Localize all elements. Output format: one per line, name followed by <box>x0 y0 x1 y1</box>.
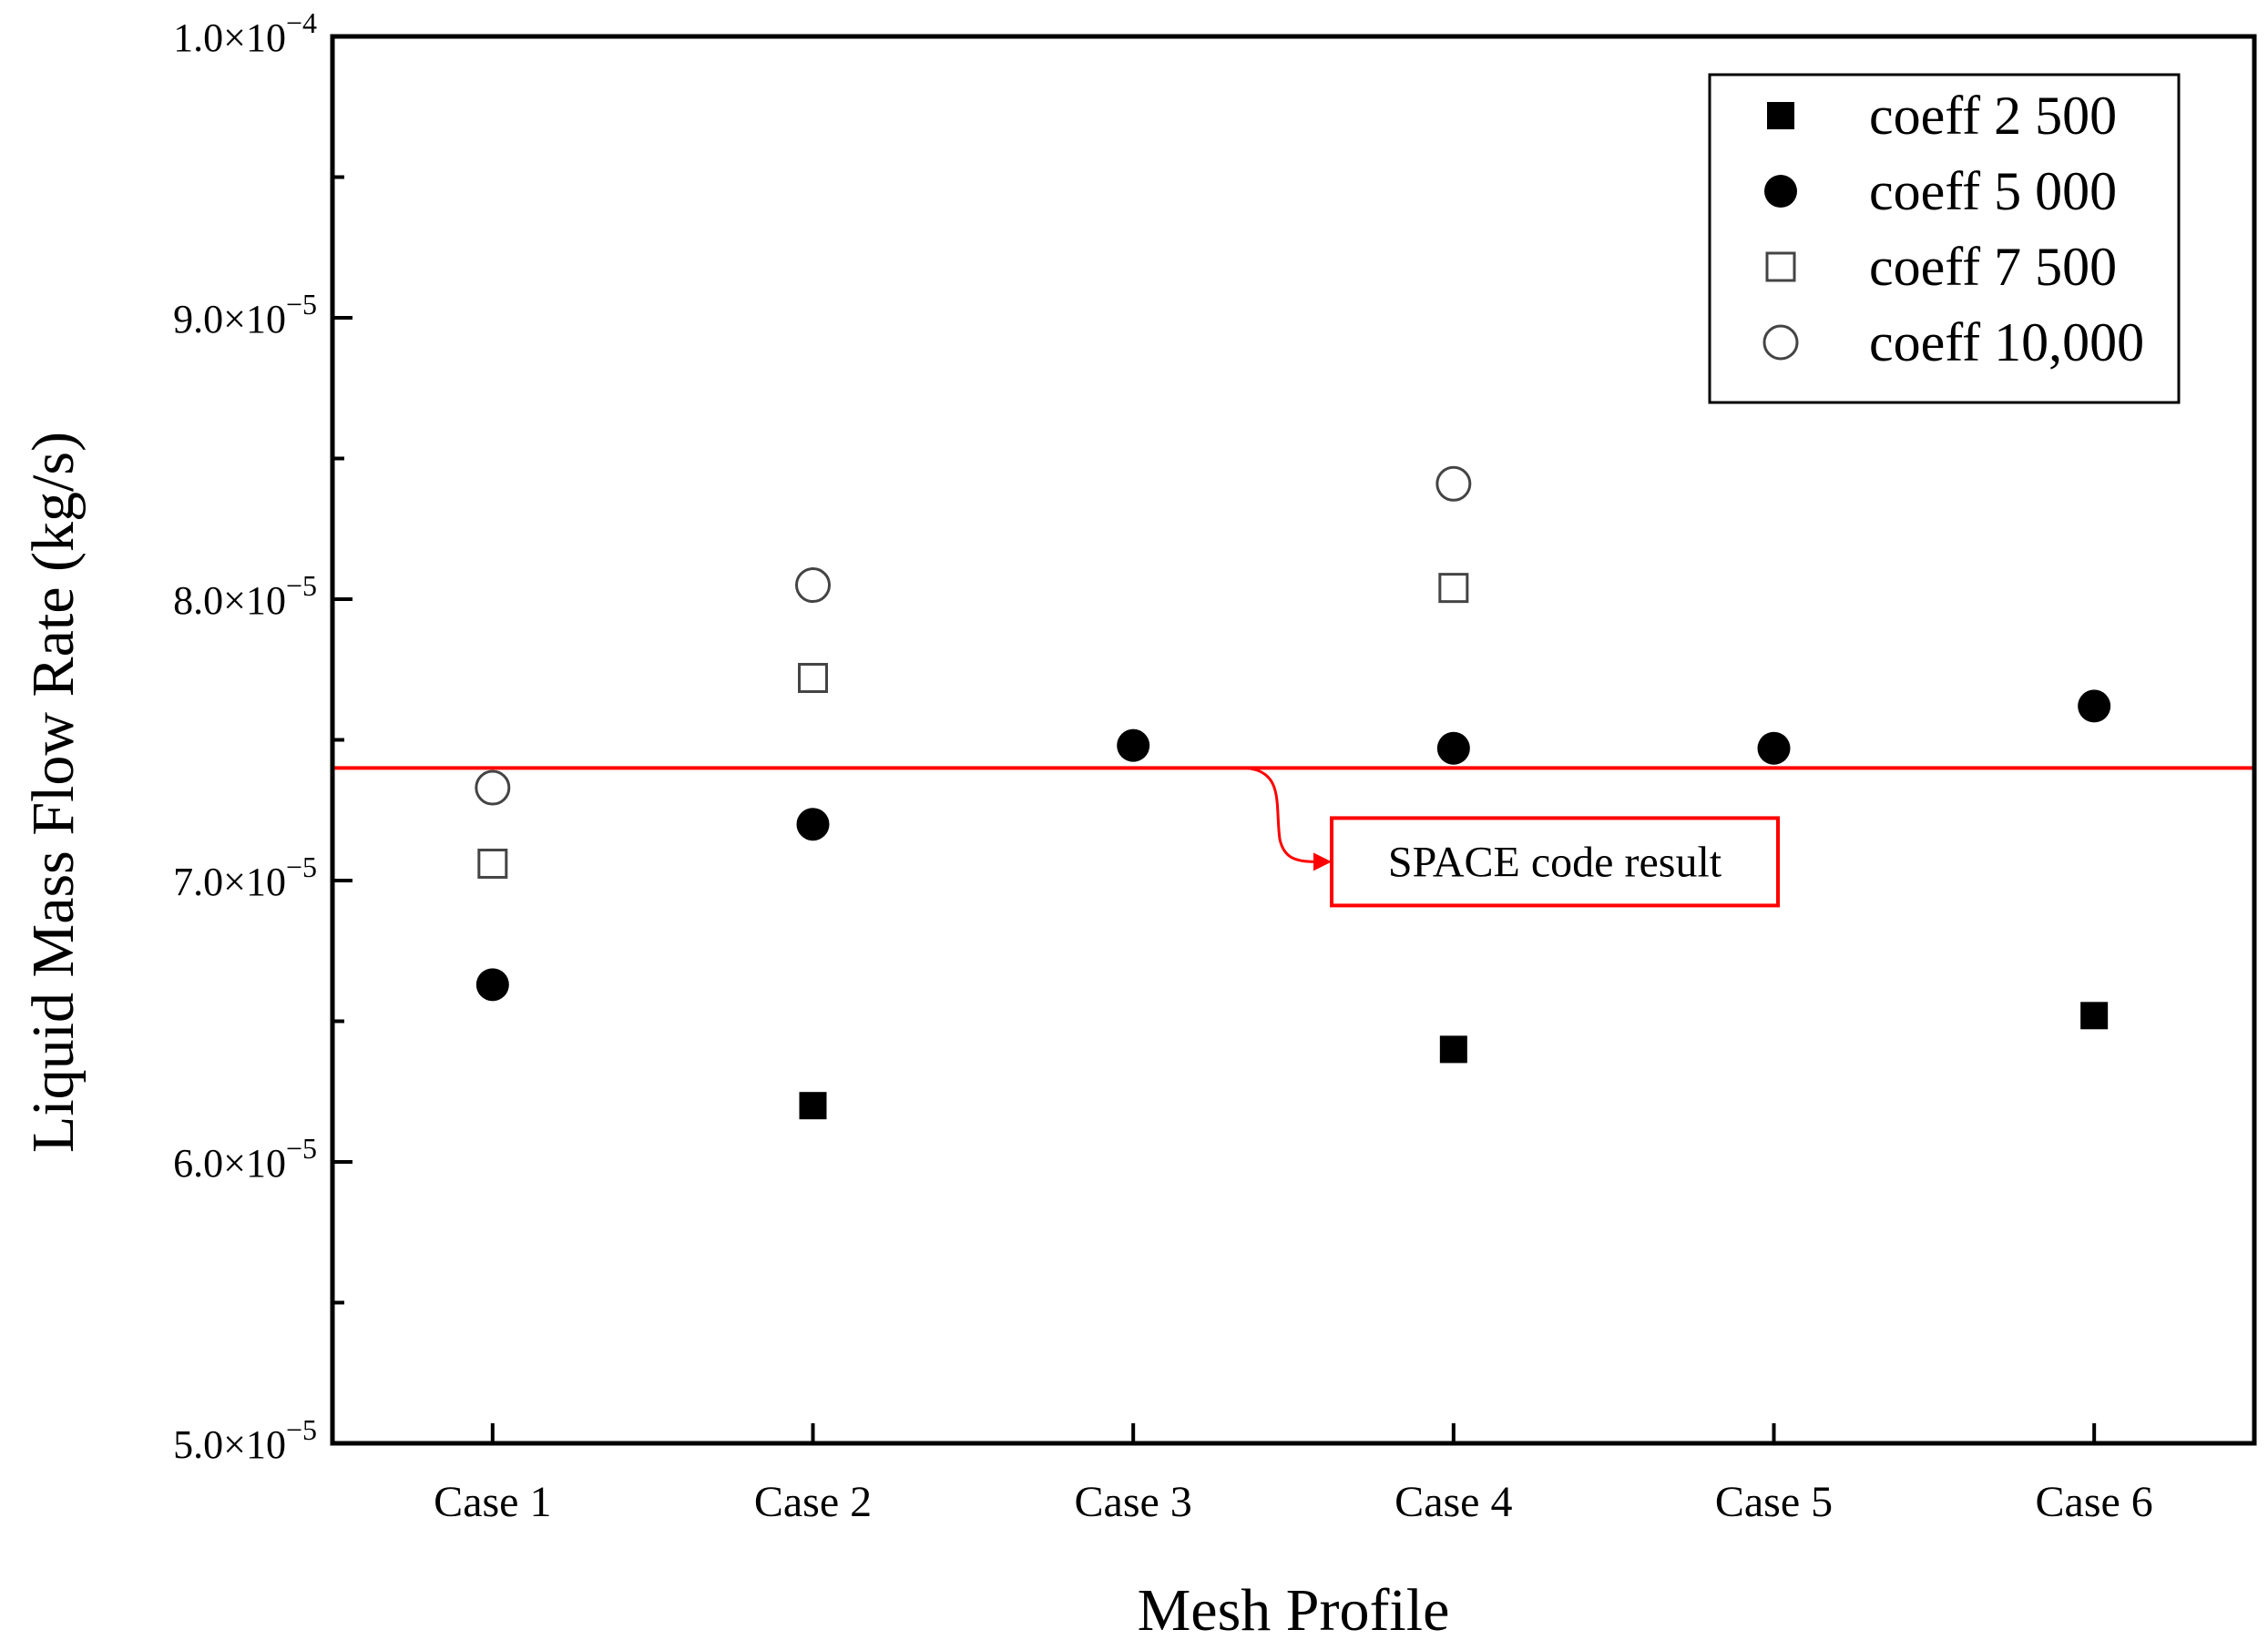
y-tick-label: 6.0×10−5 <box>173 1132 317 1186</box>
x-tick-label: Case 4 <box>1395 1478 1512 1526</box>
annotation-arrow-head <box>1313 852 1332 871</box>
legend-marker <box>1764 175 1797 208</box>
data-point <box>1436 731 1470 765</box>
legend-marker <box>1762 324 1799 361</box>
data-point <box>1757 731 1791 765</box>
y-axis-ticks: 5.0×10−5 6.0×10−5 7.0×10−5 8.0×10−5 9.0×10−5… <box>173 6 352 1467</box>
data-point <box>1117 728 1150 762</box>
legend-marker <box>1765 251 1796 282</box>
y-tick-label: 5.0×10−5 <box>173 1413 317 1467</box>
data-markers <box>475 465 2111 1120</box>
legend-label: coeff 5 000 <box>1869 161 2117 221</box>
data-point <box>796 808 830 841</box>
data-point <box>475 769 511 806</box>
x-tick-label: Case 1 <box>434 1478 551 1526</box>
x-tick-label: Case 5 <box>1715 1478 1833 1526</box>
legend: coeff 2 500 coeff 5 000 coeff 7 500 coeff 1… <box>1708 73 2181 404</box>
legend-marker <box>1767 102 1794 129</box>
y-tick-label: 7.0×10−5 <box>173 850 317 904</box>
data-point <box>795 567 831 604</box>
annotation-arrow-line <box>1245 766 1320 863</box>
annotation-box <box>1330 816 1780 908</box>
x-tick-label: Case 2 <box>754 1478 872 1526</box>
data-point <box>477 848 508 879</box>
y-axis-title: Liquid Mass Flow Rate (kg/s) <box>20 432 87 1153</box>
legend-label: coeff 7 500 <box>1869 237 2117 297</box>
data-point <box>2078 689 2111 723</box>
y-tick-label: 8.0×10−5 <box>173 569 317 623</box>
y-tick-label: 1.0×10−4 <box>173 6 317 60</box>
data-point <box>1438 573 1469 604</box>
y-tick-label: 9.0×10−5 <box>173 288 317 341</box>
data-point <box>1435 465 1472 502</box>
x-tick-label: Case 3 <box>1075 1478 1192 1526</box>
data-point <box>475 968 509 1002</box>
plot-frame <box>330 34 2257 1446</box>
x-axis-ticks: Case 1 Case 2 Case 3 Case 4 Case 5 Case 6 <box>434 1423 2153 1526</box>
annotation-label: SPACE code result <box>1388 838 1722 886</box>
data-point <box>1439 1035 1467 1064</box>
data-point <box>799 1092 827 1120</box>
reference-line-group: SPACE code result <box>332 766 2254 908</box>
x-tick-label: Case 6 <box>2036 1478 2153 1526</box>
data-point <box>798 663 828 694</box>
x-axis-title: Mesh Profile <box>1138 1577 1450 1644</box>
legend-label: coeff 10,000 <box>1869 312 2144 372</box>
data-point <box>2080 1002 2109 1030</box>
legend-label: coeff 2 500 <box>1869 86 2117 146</box>
